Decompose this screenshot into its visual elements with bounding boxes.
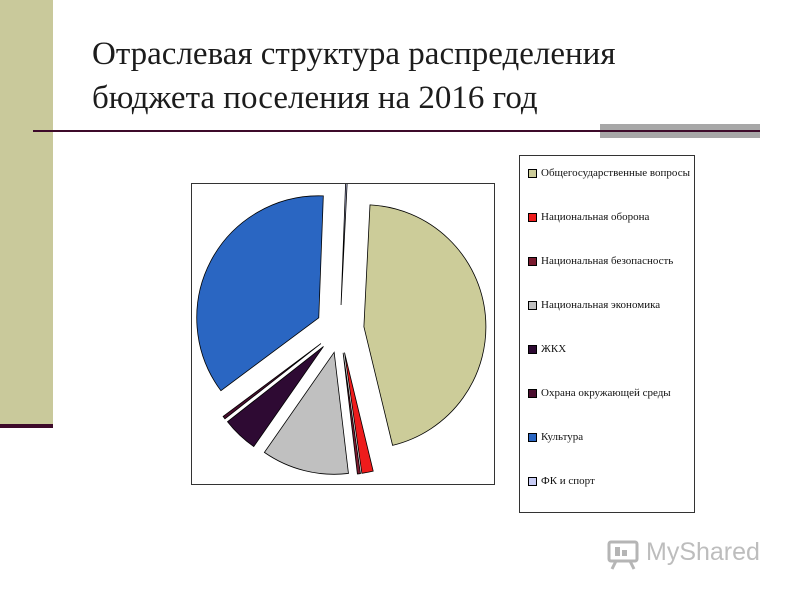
legend-label: Культура (541, 431, 584, 443)
left-accent-bar (0, 0, 53, 424)
legend-item: Охрана окружающей среды (528, 386, 690, 401)
legend-item: Национальная экономика (528, 298, 690, 313)
chart-legend: Общегосударственные вопросы Национальная … (519, 155, 695, 513)
legend-label: Национальная безопасность (541, 255, 674, 267)
legend-item: ФК и спорт (528, 474, 690, 489)
pie-slice-6 (222, 343, 322, 420)
legend-item: Общегосударственные вопросы (528, 166, 690, 181)
slide-title-line-1: Отраслевая структура распределения (92, 36, 616, 72)
legend-label: ЖКХ (541, 343, 567, 355)
pie-chart-area (191, 183, 495, 485)
pie-slice-8 (340, 184, 348, 306)
legend-swatch (528, 389, 537, 398)
legend-item: Национальная оборона (528, 210, 690, 225)
slide-title: Отраслевая структура распределения бюдже… (92, 32, 752, 120)
legend-label: ФК и спорт (541, 475, 595, 487)
legend-swatch (528, 301, 537, 310)
watermark-text: MyShared (646, 538, 760, 566)
pie-slice-7 (196, 195, 324, 392)
pie-slice-1 (363, 204, 487, 446)
slide-title-line-2: бюджета поселения на 2016 год (92, 80, 538, 116)
legend-label: Национальная оборона (541, 211, 650, 223)
legend-label: Общегосударственные вопросы (541, 167, 690, 179)
legend-swatch (528, 477, 537, 486)
legend-label: Охрана окружающей среды (541, 387, 671, 399)
title-rule (33, 130, 760, 132)
pie-slice-4 (263, 351, 349, 475)
legend-label: Национальная экономика (541, 299, 661, 311)
pie-chart (196, 184, 487, 475)
pie-slice-2 (344, 352, 374, 474)
legend-swatch (528, 169, 537, 178)
legend-swatch (528, 433, 537, 442)
left-accent-underline (0, 424, 53, 428)
legend-item: ЖКХ (528, 342, 690, 357)
presentation-board-icon (607, 540, 639, 570)
pie-slice-3 (342, 352, 361, 475)
legend-swatch (528, 257, 537, 266)
legend-swatch (528, 345, 537, 354)
pie-slice-5 (226, 346, 324, 448)
legend-item: Национальная безопасность (528, 254, 690, 269)
legend-item: Культура (528, 430, 690, 445)
legend-swatch (528, 213, 537, 222)
